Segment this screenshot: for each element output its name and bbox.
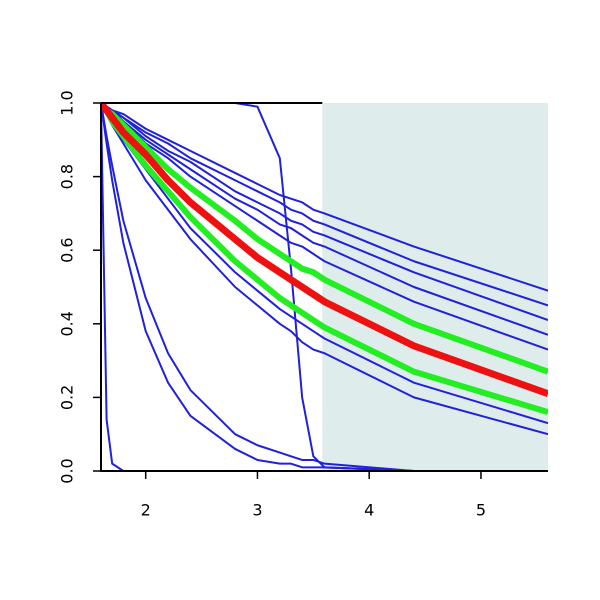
- series-line: [101, 102, 548, 436]
- x-tick-label: 4: [364, 501, 374, 520]
- y-tick-label: 0.4: [58, 311, 77, 336]
- y-tick-label: 0.2: [58, 385, 77, 410]
- y-tick-label: 1.0: [58, 90, 77, 115]
- plot-area: [101, 102, 548, 472]
- y-tick-label: 0.0: [58, 458, 77, 483]
- x-tick-label: 2: [141, 501, 151, 520]
- series-line: [101, 102, 548, 398]
- x-tick-label: 5: [476, 501, 486, 520]
- y-tick-label: 0.8: [58, 164, 77, 189]
- series-line: [101, 102, 548, 292]
- x-tick-label: 3: [252, 501, 262, 520]
- y-tick-label: 0.6: [58, 237, 77, 262]
- shaded-region: [322, 103, 548, 471]
- series-line: [101, 102, 548, 322]
- series-line: [101, 102, 548, 472]
